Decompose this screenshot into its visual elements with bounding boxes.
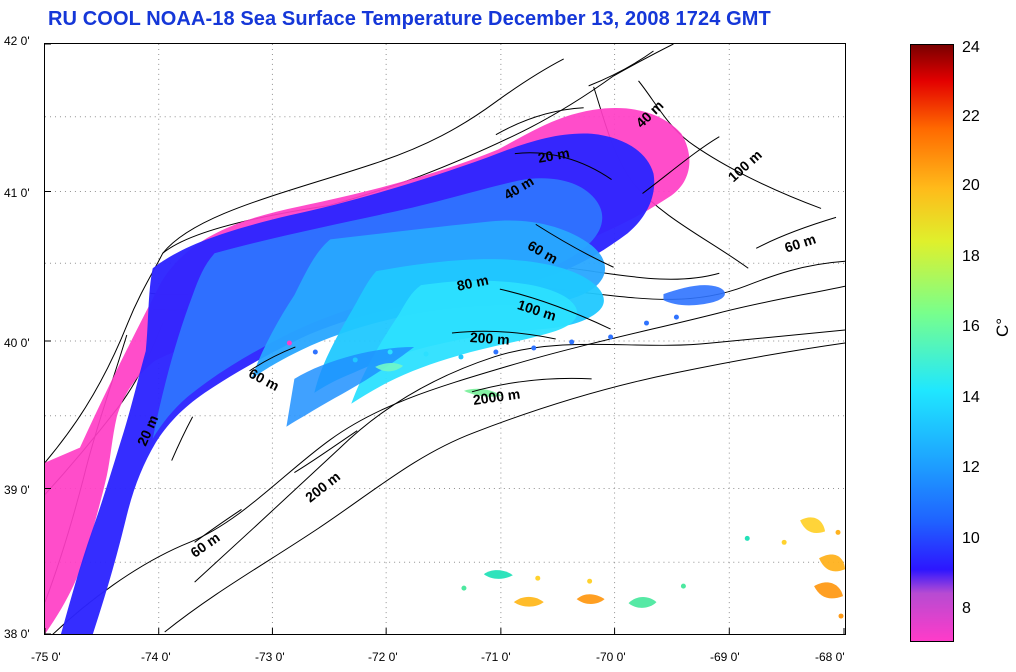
x-tick-75: -75 0'	[31, 650, 61, 664]
colorbar-unit-label: C°	[993, 317, 1012, 337]
x-tick-73: -73 0'	[255, 650, 285, 664]
colorbar-tick-10: 10	[962, 530, 980, 547]
y-tick-38: 38 0'	[4, 627, 30, 641]
colorbar-tick-22: 22	[962, 108, 980, 125]
colorbar-tick-8: 8	[962, 600, 971, 617]
temperature-colorbar	[910, 44, 954, 642]
axis-ticks	[45, 44, 845, 634]
x-tick-71: -71 0'	[481, 650, 511, 664]
isobath-label-200m-center: 200 m	[469, 329, 511, 348]
x-tick-68: -68 0'	[815, 650, 845, 664]
temperature-fields	[45, 108, 845, 634]
colorbar-tick-20: 20	[962, 177, 980, 194]
map-canvas	[45, 44, 845, 634]
temperature-speckles	[286, 314, 844, 619]
colorbar-tick-18: 18	[962, 248, 980, 265]
sea-surface-temperature-map: 20 m 40 m 40 m 60 m 80 m 100 m 100 m 60 …	[44, 43, 846, 635]
colorbar-tick-24: 24	[962, 39, 980, 56]
colorbar-tick-16: 16	[962, 318, 980, 335]
y-tick-42: 42 0'	[4, 34, 30, 48]
y-tick-39: 39 0'	[4, 483, 30, 497]
x-tick-69: -69 0'	[710, 650, 740, 664]
colorbar-tick-12: 12	[962, 459, 980, 476]
x-tick-70: -70 0'	[596, 650, 626, 664]
chart-title: RU COOL NOAA-18 Sea Surface Temperature …	[48, 8, 771, 30]
y-tick-41: 41 0'	[4, 186, 30, 200]
y-tick-40: 40 0'	[4, 336, 30, 350]
x-tick-74: -74 0'	[141, 650, 171, 664]
colorbar-tick-14: 14	[962, 389, 980, 406]
x-tick-72: -72 0'	[368, 650, 398, 664]
isobath-paths	[171, 107, 837, 543]
